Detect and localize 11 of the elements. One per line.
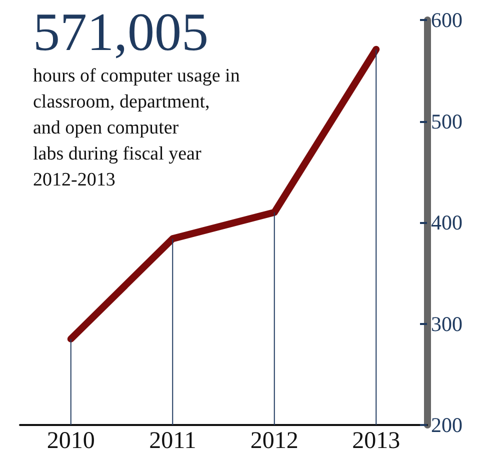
y-tick-label: 500	[431, 109, 462, 134]
text: hours of computer usage in classroom, department, and open computer labs during fiscal year 2012-2013	[33, 66, 240, 190]
x-tick-label: 2013	[352, 428, 400, 453]
chart-title: 571,005	[33, 2, 208, 62]
x-tick-label: 2010	[46, 428, 95, 453]
x-tick-label: 2011	[149, 428, 196, 453]
y-tick-label: 400	[431, 210, 462, 234]
y-tick-label: 300	[431, 312, 462, 336]
y-tick-label: 200	[431, 413, 462, 437]
y-tick-label: 600	[431, 8, 462, 32]
x-tick-label: 2012	[250, 428, 298, 453]
